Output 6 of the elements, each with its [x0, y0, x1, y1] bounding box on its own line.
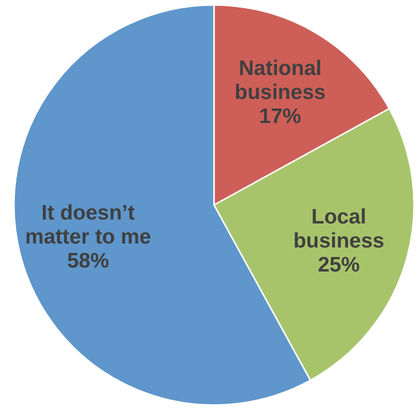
data-label: 58%	[67, 248, 110, 272]
slice-label: Local business	[293, 204, 384, 252]
slice-label: It doesn’t matter to me	[25, 200, 152, 248]
slice-label: National business	[234, 56, 326, 104]
data-label: 17%	[259, 104, 302, 128]
data-label: 25%	[318, 252, 360, 276]
